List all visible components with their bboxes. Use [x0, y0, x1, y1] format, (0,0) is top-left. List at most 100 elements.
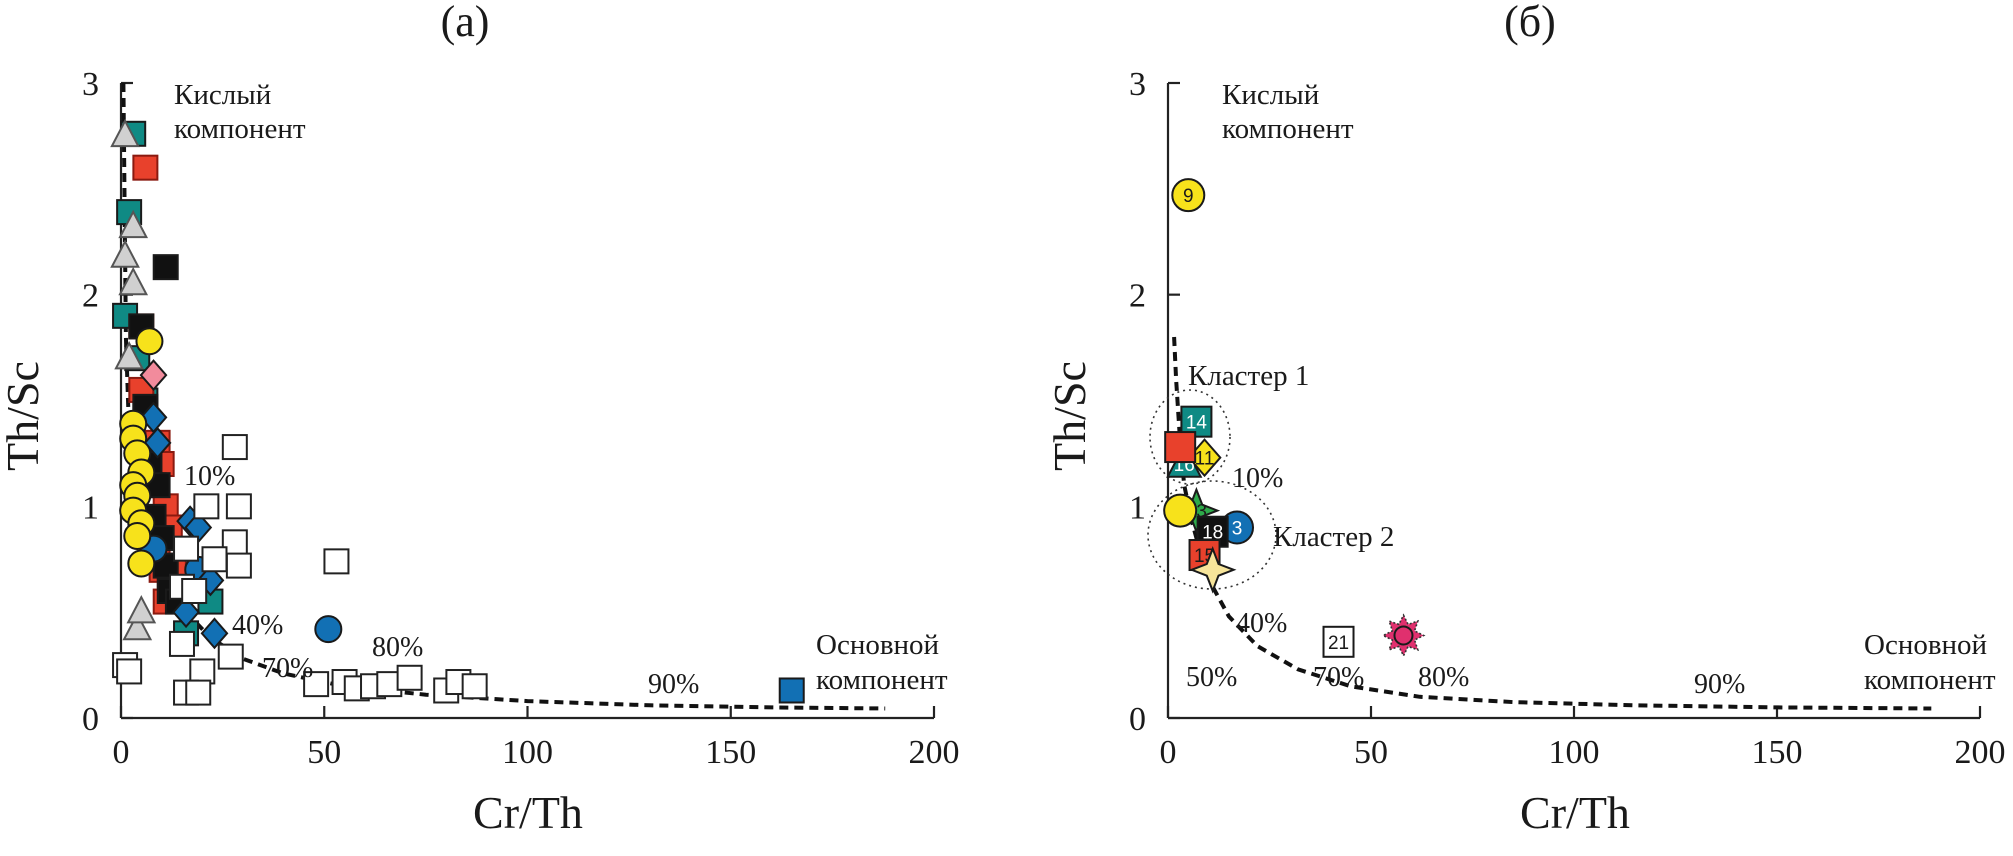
panel-b-felsic-label-2: компонент	[1222, 113, 1354, 145]
panel-a-x-tick-label: 50	[307, 734, 341, 771]
panel-b-pct-50: 50%	[1186, 662, 1237, 693]
panel-b-point-label: 3	[1232, 519, 1243, 540]
panel-a-white-square-point	[116, 658, 143, 685]
panel-b-mafic-label-2: компонент	[1864, 664, 1996, 696]
panel-a-y-tick-label: 2	[82, 278, 99, 315]
panel-b-point	[1163, 493, 1198, 528]
panel-b-y-tick-label: 1	[1129, 489, 1146, 526]
panel-a-grey-triangle-point	[122, 611, 153, 641]
panel-b-point	[1164, 431, 1197, 464]
panel-b-x-axis-title: Cr/Th	[1520, 787, 1630, 838]
panel-a-pink-diamond-point	[139, 359, 168, 392]
panel-a-white-square-point	[168, 630, 195, 657]
panel-a-y-tick-label: 3	[82, 66, 99, 103]
panel-a-pct-10: 10%	[184, 461, 235, 492]
panel-a-y-tick-label: 0	[82, 701, 99, 738]
panel-a-white-square-point	[193, 493, 220, 520]
panel-b-mafic-label-1: Основной	[1864, 629, 1987, 661]
panel-a-black-square-point	[152, 254, 179, 281]
panel-a-white-square-point	[181, 578, 208, 604]
panel-b-point-label: 14	[1186, 413, 1208, 434]
panel-a-white-square-point	[323, 548, 350, 575]
panel-a-white-square-point	[217, 643, 244, 670]
panel-b-title: (б)	[1504, 0, 1556, 46]
panel-a-x-tick-label: 200	[909, 734, 960, 771]
panel-a-yellow-circle-point	[123, 521, 152, 550]
panel-a-white-square-point	[185, 679, 212, 706]
cluster-2-label: Кластер 2	[1273, 521, 1394, 553]
panel-b-point	[1393, 625, 1414, 646]
panel-b-y-axis-title: Th/Sc	[1044, 361, 1095, 471]
panel-a-mafic-label-1: Основной	[816, 629, 939, 661]
panel-b-point	[1188, 546, 1237, 594]
cluster-2-outline	[1147, 480, 1277, 590]
panel-b-pct-40: 40%	[1236, 608, 1287, 639]
panel-b-y-tick-label: 3	[1129, 66, 1146, 103]
panel-b-x-tick-label: 50	[1354, 734, 1388, 771]
panel-b-ticks	[1166, 81, 1982, 720]
panel-a-blue-diamond-point	[200, 617, 229, 650]
panel-b-tick-labels: 0 50 100 150 200 0 1 2 3	[1129, 66, 2006, 771]
panel-b-point-9	[1171, 178, 1206, 213]
panel-a-grey-triangle-point	[110, 118, 140, 148]
panel-a-white-square-point	[461, 673, 488, 700]
panel-b-point-label: 9	[1183, 186, 1194, 207]
panel-a-blue-diamond-point	[172, 596, 200, 629]
panel-a-y-axis-title: Th/Sc	[0, 361, 48, 471]
panel-a-pct-80: 80%	[372, 632, 423, 663]
panel-a-x-tick-label: 0	[113, 734, 130, 771]
panel-a-title: (а)	[441, 0, 490, 46]
panel-b-point-label: 11	[1195, 449, 1215, 470]
panel-a-pct-70: 70%	[262, 653, 313, 684]
panel-b-x-tick-label: 100	[1549, 734, 1600, 771]
panel-a-white-square-point	[173, 535, 200, 562]
panel-a-yellow-circle-point	[135, 327, 164, 356]
panel-a-white-square-point	[303, 671, 330, 698]
panel-a-blue-square-point	[778, 677, 805, 704]
panel-a-y-tick-label: 1	[82, 489, 99, 526]
panel-a-white-square-point	[189, 658, 216, 685]
panel-b-point-label: 18	[1202, 523, 1223, 544]
panel-a-red-square-point	[132, 154, 159, 181]
panel-a-white-square-point	[225, 493, 252, 520]
cluster-1-outline	[1149, 389, 1231, 485]
panel-b-pct-80: 80%	[1418, 662, 1469, 693]
panel-a-white-square-point	[201, 546, 228, 573]
panel-a-grey-triangle-point	[118, 209, 149, 239]
panel-b-pct-10: 10%	[1232, 463, 1283, 494]
panel-a-blue-diamond-point	[143, 426, 172, 459]
panel-a-grey-triangle-point	[114, 341, 144, 370]
panel-a-white-square-point	[225, 552, 252, 579]
panel-b-y-tick-label: 2	[1129, 278, 1146, 315]
panel-a-white-square-point	[396, 664, 423, 691]
panel-b-x-tick-label: 200	[1955, 734, 2006, 771]
panel-a-felsic-label-2: компонент	[174, 113, 306, 145]
panel-a-blue-circle-point	[314, 615, 343, 644]
panel-a-felsic-label-1: Кислый	[174, 79, 271, 111]
panel-a-pct-40: 40%	[232, 610, 283, 641]
panel-b-y-tick-label: 0	[1129, 701, 1146, 738]
panel-b-data-points: 9141116233181521	[1163, 178, 1426, 658]
cluster-1-label: Кластер 1	[1188, 360, 1309, 392]
panel-a-yellow-circle-point	[127, 549, 156, 578]
panel-a-data-points	[110, 118, 805, 706]
panel-b-felsic-label-1: Кислый	[1222, 79, 1319, 111]
panel-b-x-tick-label: 0	[1160, 734, 1177, 771]
panel-a-white-square-point	[221, 434, 248, 461]
panel-a-mafic-label-2: компонент	[816, 664, 948, 696]
panel-b-point-21	[1322, 625, 1355, 658]
panel-a-grey-triangle-point	[126, 595, 157, 624]
panel-b-pct-90: 90%	[1694, 669, 1745, 700]
panel-a-x-axis-title: Cr/Th	[473, 787, 583, 838]
panel-a-x-tick-label: 150	[705, 734, 756, 771]
panel-b-pct-70: 70%	[1313, 662, 1364, 693]
panel-a-tick-labels: 0 50 100 150 200 0 1 2 3	[82, 66, 960, 771]
panel-b-x-tick-label: 150	[1752, 734, 1803, 771]
panel-a-x-tick-label: 100	[502, 734, 553, 771]
panel-a-grey-triangle-point	[118, 266, 149, 296]
panel-b-point-label: 21	[1328, 633, 1349, 654]
panel-a-pct-90: 90%	[648, 669, 699, 700]
